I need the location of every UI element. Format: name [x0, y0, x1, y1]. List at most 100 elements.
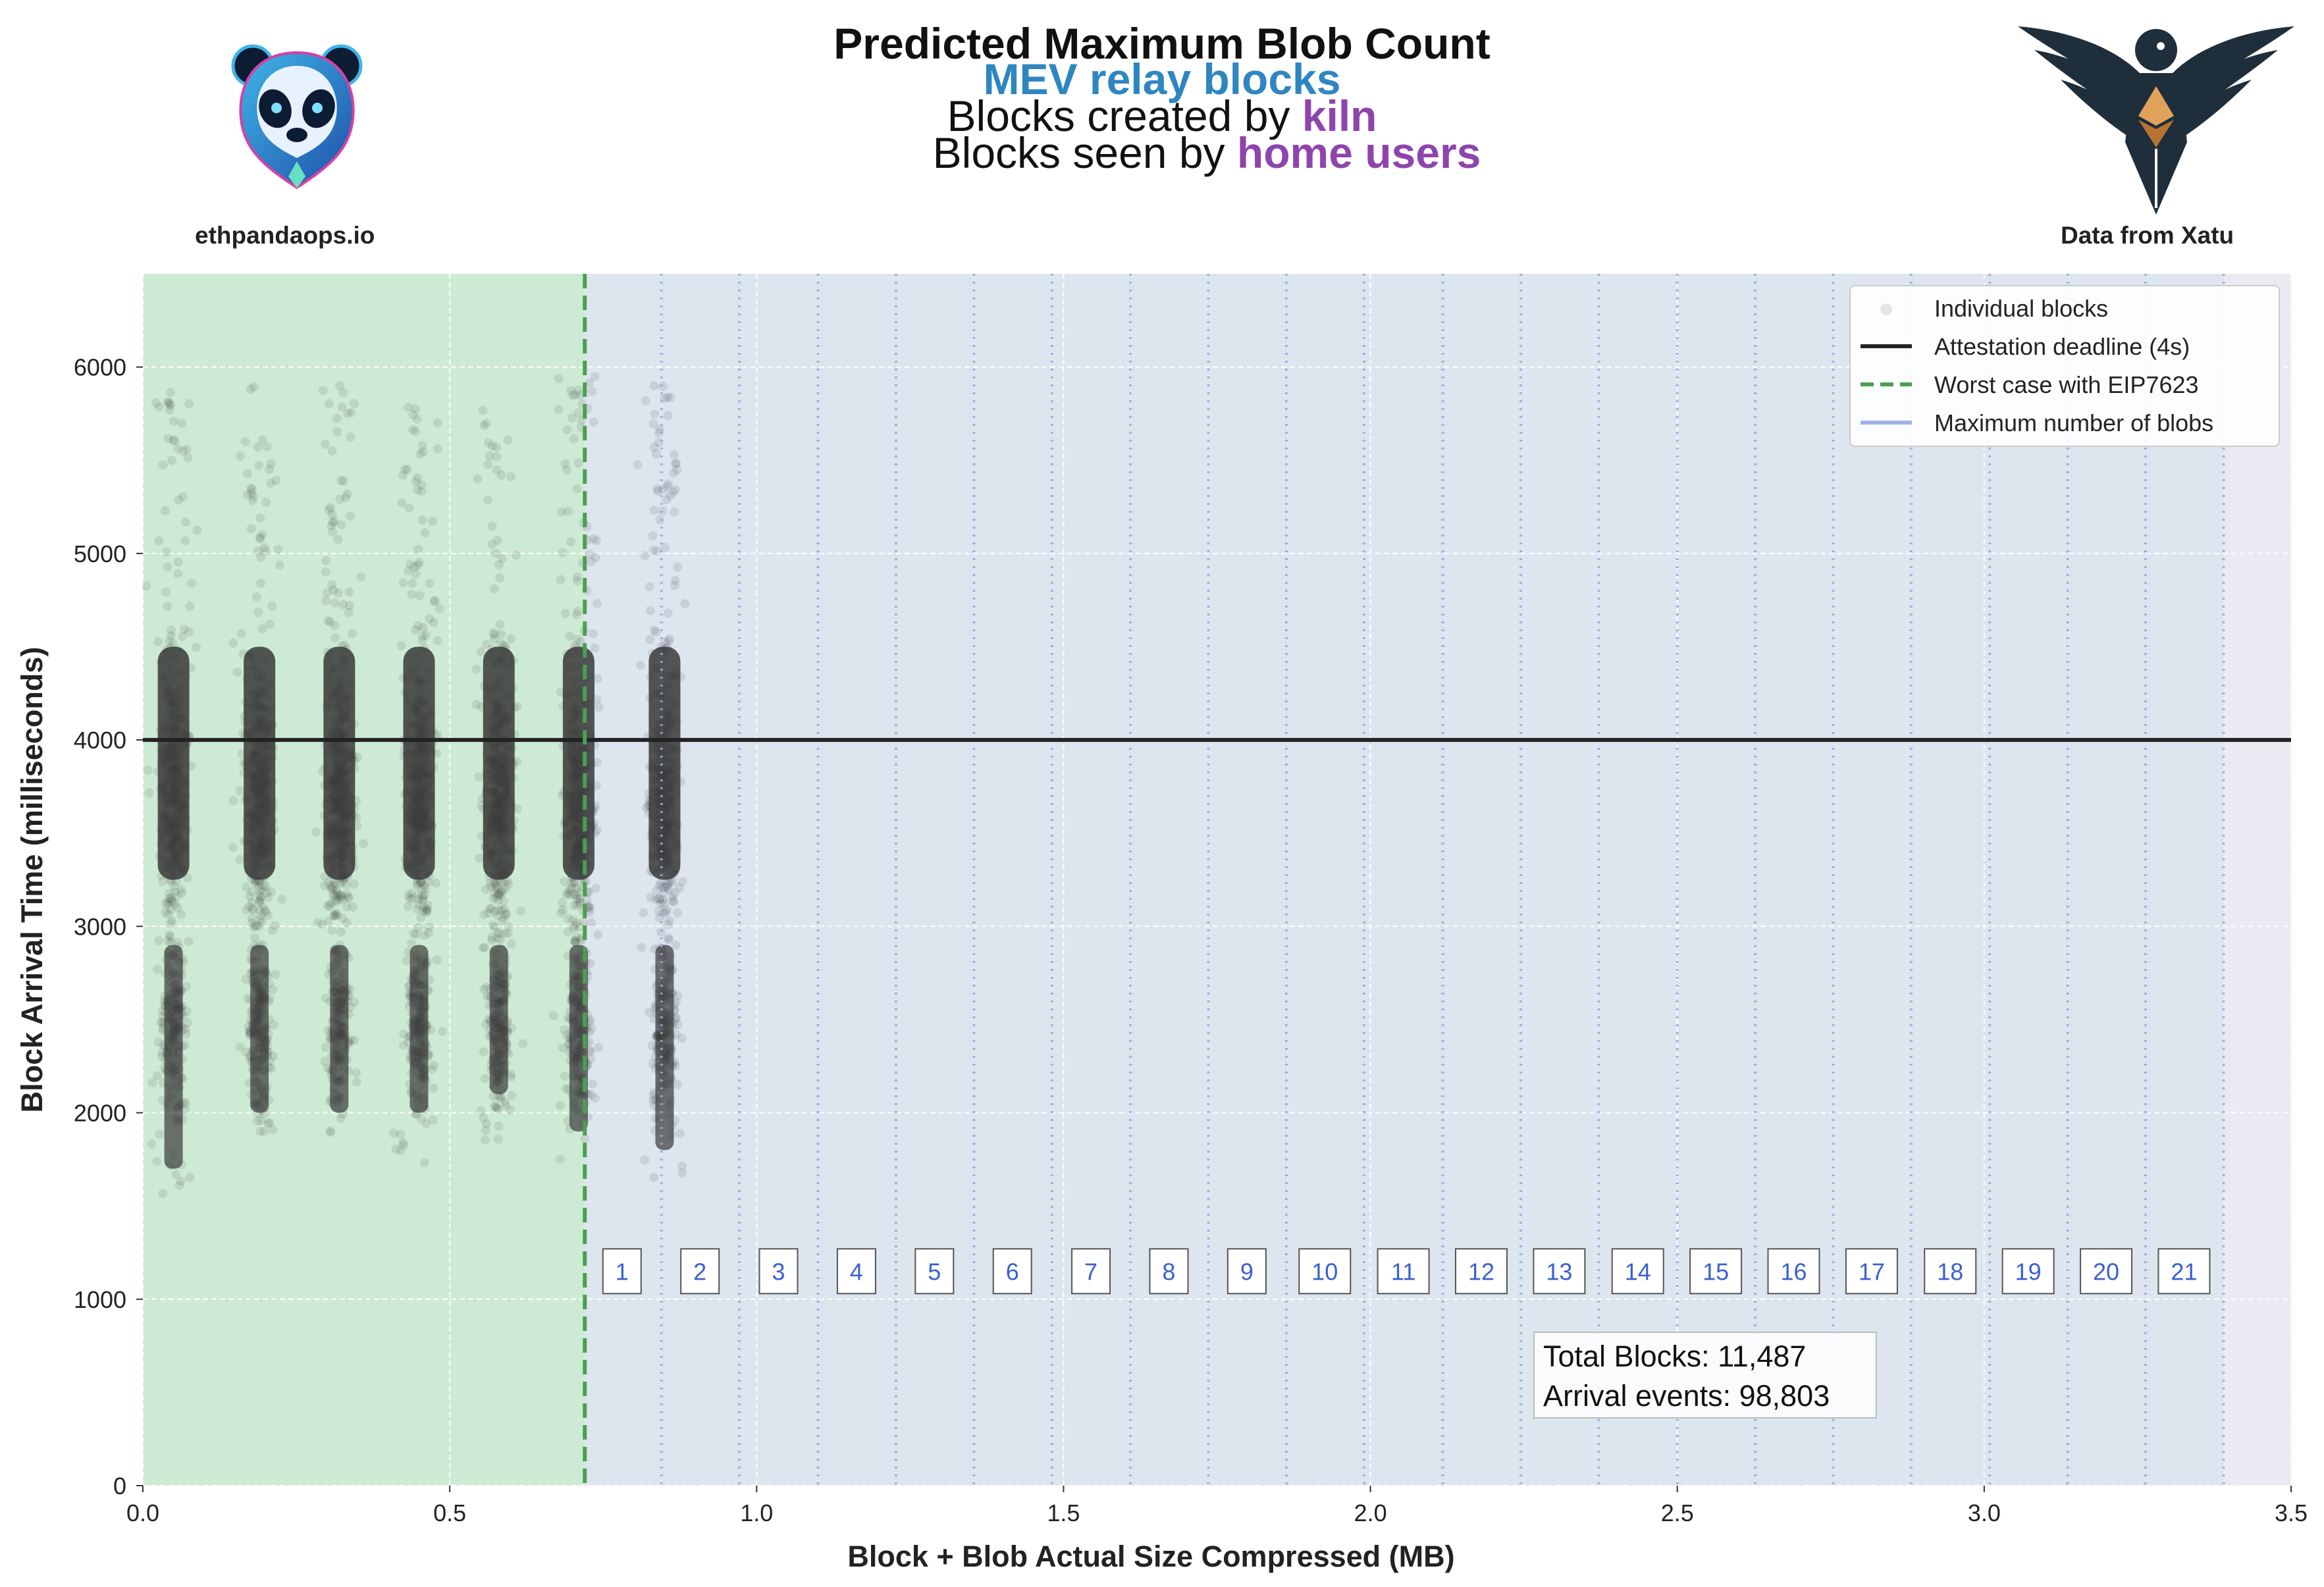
block-point — [562, 425, 572, 434]
block-point — [433, 636, 442, 646]
seen-by-value: home users — [1236, 128, 1481, 177]
block-point — [433, 418, 442, 428]
block-point — [266, 887, 276, 897]
block-point — [639, 908, 648, 918]
block-point — [257, 435, 267, 445]
block-point — [350, 399, 359, 409]
block-point — [649, 381, 659, 391]
block-point — [677, 1033, 687, 1043]
block-point — [171, 1170, 181, 1180]
block-point — [420, 890, 430, 900]
block-point — [166, 905, 176, 914]
block-point — [176, 885, 186, 895]
block-point — [326, 1128, 336, 1137]
block-point — [412, 485, 422, 495]
block-point — [158, 460, 168, 470]
block-point — [235, 1042, 245, 1052]
block-point — [556, 575, 566, 585]
blob-label: 7 — [1084, 1258, 1097, 1285]
block-point — [182, 982, 191, 992]
block-point — [425, 579, 435, 588]
block-point — [566, 537, 576, 547]
block-point — [247, 897, 257, 907]
block-point — [166, 631, 176, 640]
eagle-ethereum-logo-icon — [2015, 17, 2298, 221]
block-point — [677, 877, 687, 887]
block-point — [670, 507, 679, 517]
block-point — [648, 531, 658, 540]
block-point — [168, 638, 178, 648]
chart-subtitle: MEV relay blocks — [0, 54, 2324, 104]
block-point — [564, 888, 573, 898]
block-point — [481, 419, 491, 429]
block-point — [163, 897, 172, 907]
block-point — [254, 922, 264, 931]
blob-label: 3 — [772, 1258, 785, 1285]
block-point — [495, 573, 505, 583]
dense-core-lower — [330, 945, 349, 1113]
block-point — [594, 1043, 604, 1053]
block-point — [590, 643, 600, 653]
block-point — [397, 498, 407, 508]
block-point — [341, 493, 351, 503]
block-point — [172, 891, 182, 901]
block-point — [591, 553, 600, 563]
block-point — [247, 488, 256, 498]
block-point — [192, 642, 201, 652]
block-point — [327, 446, 337, 456]
block-point — [167, 896, 176, 906]
block-point — [257, 624, 267, 634]
block-point — [147, 1139, 157, 1149]
dense-core-lower — [250, 945, 269, 1113]
block-point — [560, 1071, 569, 1081]
block-point — [265, 1118, 275, 1128]
block-point — [339, 476, 348, 486]
block-point — [232, 667, 242, 677]
block-point — [640, 1155, 649, 1165]
block-point — [157, 877, 167, 887]
block-point — [257, 917, 267, 927]
block-point — [567, 879, 577, 888]
seen-by-line: Blocks seen by home users — [0, 128, 2324, 178]
block-point — [182, 444, 192, 454]
created-by-prefix: Blocks created by — [947, 91, 1290, 140]
block-point — [183, 453, 193, 463]
block-point — [163, 909, 173, 919]
block-point — [321, 440, 330, 449]
block-point — [473, 474, 483, 484]
dense-core-upper — [323, 646, 356, 880]
block-point — [409, 929, 419, 939]
block-point — [260, 906, 270, 916]
block-point — [335, 381, 344, 390]
block-point — [172, 903, 182, 912]
block-point — [425, 614, 435, 623]
block-point — [180, 536, 190, 546]
block-point — [554, 405, 564, 415]
block-point — [242, 1047, 251, 1057]
block-point — [321, 556, 331, 565]
block-point — [399, 1140, 408, 1150]
block-point — [413, 621, 423, 631]
block-point — [429, 1083, 438, 1093]
block-point — [270, 921, 280, 931]
block-point — [356, 572, 366, 582]
block-point — [257, 530, 267, 540]
block-point — [412, 904, 422, 914]
block-point — [255, 887, 265, 897]
block-point — [556, 1101, 565, 1110]
block-point — [251, 592, 261, 602]
block-point — [157, 1047, 167, 1057]
block-point — [255, 533, 265, 542]
block-point — [589, 629, 598, 638]
block-point — [506, 634, 516, 644]
block-point — [263, 1118, 273, 1128]
block-point — [490, 548, 500, 558]
block-point — [651, 449, 661, 459]
block-point — [587, 386, 596, 396]
block-point — [645, 606, 655, 615]
block-point — [637, 943, 647, 952]
chart-title: Predicted Maximum Blob Count — [833, 19, 1491, 68]
block-point — [324, 505, 334, 515]
block-point — [267, 601, 277, 611]
